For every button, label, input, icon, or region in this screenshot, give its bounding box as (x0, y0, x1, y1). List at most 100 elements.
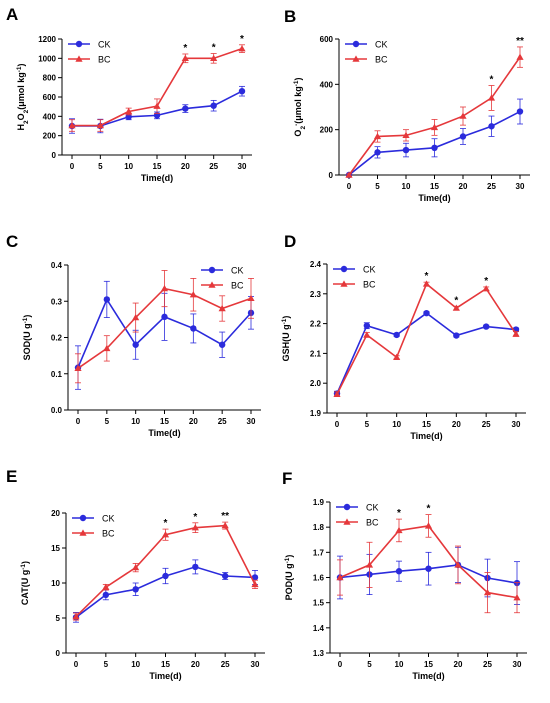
data-point (96, 121, 104, 129)
y-tick-label: 1.9 (313, 498, 325, 507)
x-tick-label: 25 (482, 420, 491, 429)
data-point (72, 613, 80, 620)
x-tick-label: 10 (402, 182, 411, 191)
legend: CK BC (345, 40, 388, 65)
x-tick-label: 20 (452, 420, 461, 429)
series-bc (74, 270, 255, 384)
data-point (423, 309, 430, 317)
y-tick-label: 15 (51, 544, 60, 553)
y-tick-label: 200 (43, 132, 57, 141)
significance-marker: * (193, 512, 197, 523)
x-tick-label: 30 (238, 162, 247, 171)
data-point (218, 304, 226, 312)
panel-label: F (282, 469, 292, 488)
x-tick-label: 20 (181, 162, 190, 171)
data-point (512, 330, 520, 337)
data-point (482, 323, 490, 330)
y-axis-label: CAT(U g-1) (20, 561, 31, 605)
panel-d: D 1.9 2.0 2.1 2.2 2.3 2.4 0 5 10 15 20 25 30 Time(d) GS… (281, 232, 526, 441)
panel-label: C (6, 232, 18, 251)
x-tick-label: 0 (76, 417, 81, 426)
x-tick-label: 25 (218, 417, 227, 426)
y-axis-label: H2O2(μmol kg-1) (16, 63, 30, 130)
x-tick-label: 20 (459, 182, 468, 191)
y-tick-label: 1.5 (313, 599, 325, 608)
x-tick-label: 0 (338, 660, 343, 669)
y-tick-label: 2.2 (310, 320, 322, 329)
y-axis-label-part: (μmol kg (16, 72, 26, 110)
legend-label: CK (231, 266, 244, 276)
data-point (365, 561, 374, 568)
series-ck (333, 309, 520, 397)
legend-label: CK (102, 514, 115, 524)
data-point (221, 572, 229, 580)
series-bc (68, 44, 246, 132)
legend-label: BC (363, 280, 376, 290)
data-point (395, 526, 403, 534)
x-tick-label: 10 (395, 660, 404, 669)
x-axis-label: Time(d) (149, 671, 181, 681)
data-point (363, 331, 371, 338)
y-axis-label: POD(U g-1) (284, 555, 295, 601)
y-axis-label: O2-(μmol kg-1) (293, 77, 307, 136)
data-point (190, 325, 197, 332)
significance-marker: * (490, 74, 494, 85)
x-tick-label: 30 (512, 420, 521, 429)
y-axis-label-part: ) (16, 63, 26, 66)
series-bc (345, 46, 524, 178)
x-axis-label: Time(d) (148, 428, 180, 438)
x-tick-label: 25 (487, 182, 496, 191)
y-tick-label: 2.1 (310, 349, 322, 358)
x-tick-label: 30 (516, 182, 525, 191)
y-tick-label: 1.8 (313, 523, 325, 532)
y-tick-label: 400 (320, 80, 334, 89)
legend-marker (352, 40, 360, 48)
y-tick-label: 1.4 (313, 624, 325, 633)
legend: CK BC (336, 503, 379, 528)
data-point (125, 107, 133, 115)
y-axis-label-part: 2 (23, 109, 30, 113)
legend-marker (352, 55, 360, 62)
y-tick-label: 600 (43, 93, 57, 102)
x-tick-label: 30 (513, 660, 522, 669)
y-tick-label: 1200 (38, 35, 56, 44)
data-point (103, 296, 111, 303)
data-point (162, 572, 169, 580)
data-point (482, 285, 490, 292)
x-tick-label: 10 (392, 420, 401, 429)
x-tick-label: 5 (105, 417, 110, 426)
legend-label: BC (98, 55, 111, 65)
data-point (161, 531, 170, 538)
data-point (374, 149, 381, 156)
data-point (483, 589, 492, 596)
series-bc (336, 514, 521, 614)
data-point (336, 573, 344, 581)
data-point (74, 364, 82, 372)
legend: CK BC (201, 266, 244, 291)
data-point (191, 524, 199, 531)
data-point (132, 564, 140, 571)
legend-marker (79, 514, 87, 522)
x-tick-label: 0 (347, 182, 352, 191)
significance-marker: ** (221, 511, 229, 522)
significance-marker: * (212, 43, 216, 54)
data-point (161, 313, 168, 321)
x-tick-label: 10 (131, 660, 140, 669)
x-tick-label: 25 (483, 660, 492, 669)
x-tick-label: 20 (189, 417, 198, 426)
data-point (422, 280, 431, 287)
data-point (430, 123, 439, 131)
x-axis-label: Time(d) (418, 193, 450, 203)
y-tick-label: 1.9 (310, 409, 322, 418)
y-axis-label-part: ) (20, 561, 30, 564)
significance-marker: * (240, 34, 244, 45)
x-tick-label: 20 (454, 660, 463, 669)
y-tick-label: 1.3 (313, 649, 325, 658)
data-point (516, 53, 524, 60)
x-axis-label: Time(d) (141, 173, 173, 183)
panel-a: A 0 200 400 600 800 1000 1200 0 5 10 15 20 25 30 Time(d… (6, 5, 252, 183)
y-axis-label-part: -1 (22, 317, 29, 323)
data-point (453, 332, 460, 339)
